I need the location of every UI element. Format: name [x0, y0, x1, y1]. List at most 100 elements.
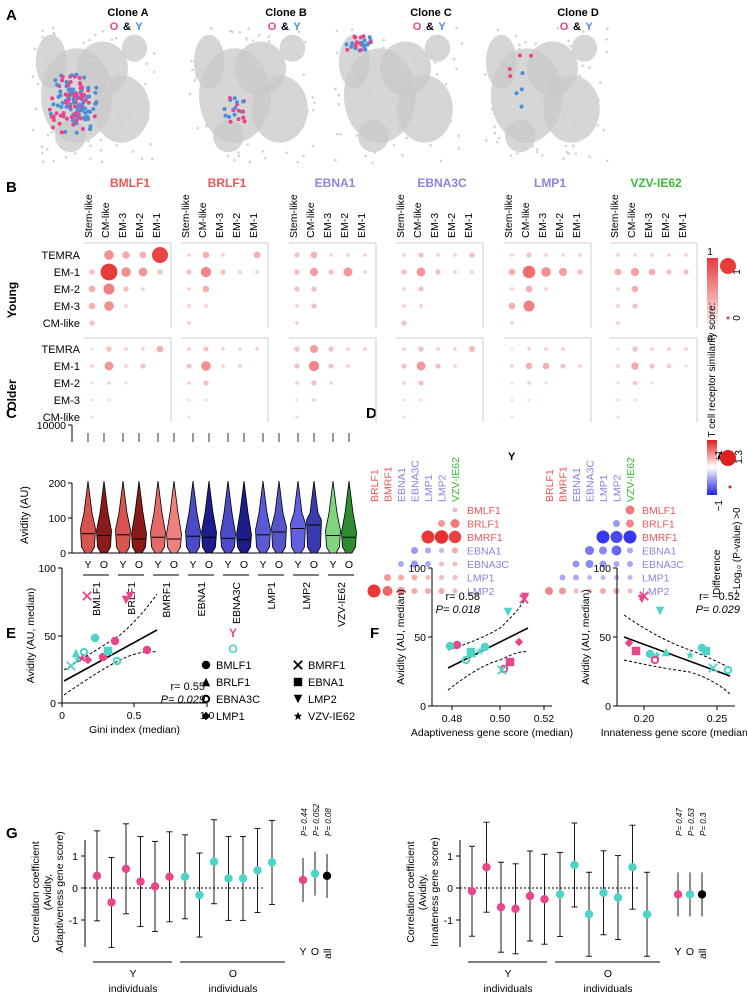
similarity-bubble — [329, 381, 333, 385]
point-ebna1 — [293, 677, 303, 687]
group-label: Y — [84, 559, 91, 571]
umap-point — [562, 115, 565, 118]
similarity-bubble — [90, 381, 94, 385]
summary-point — [322, 871, 332, 881]
clone-cell — [367, 35, 372, 40]
umap-point — [54, 67, 58, 71]
legend-young: Y — [585, 21, 593, 33]
umap-point — [582, 83, 586, 86]
similarity-bubble — [201, 361, 211, 371]
umap-point — [512, 91, 516, 95]
umap-point — [240, 56, 244, 60]
umap-point — [562, 157, 565, 160]
heatmap-bubble — [613, 520, 620, 527]
clone-cell — [529, 53, 534, 58]
umap-point — [535, 150, 539, 154]
umap-point — [73, 152, 77, 155]
y-axis-label: Avidity (AU, median) — [580, 589, 592, 685]
umap-point — [284, 132, 288, 135]
umap-point — [199, 67, 203, 71]
individual-older-point — [224, 874, 233, 883]
clone-cell — [234, 100, 239, 105]
similarity-bubble — [510, 364, 514, 368]
clone-cell — [363, 47, 368, 52]
column-label: CM-like — [520, 202, 532, 238]
group-label: O — [205, 559, 213, 571]
umap-point — [582, 30, 585, 33]
umap-point — [382, 38, 385, 42]
similarity-bubble — [88, 285, 96, 293]
umap-point — [518, 47, 521, 51]
similarity-bubble — [295, 398, 299, 402]
umap-point — [493, 131, 496, 135]
column-label: EM-1 — [677, 213, 689, 238]
umap-point — [382, 46, 385, 50]
umap-point — [346, 82, 350, 85]
similarity-bubble — [221, 347, 225, 351]
umap-point — [455, 67, 458, 71]
umap-point — [449, 119, 453, 123]
clone-cell — [93, 101, 98, 106]
legend-older: O — [228, 642, 237, 656]
umap-point — [48, 56, 51, 60]
similarity-bubble — [508, 268, 516, 276]
clone-cell — [80, 126, 85, 131]
legend-young: Y — [229, 626, 237, 640]
umap-point — [606, 27, 609, 30]
legend-antigen: VZV-IE62 — [308, 711, 355, 723]
antigen-title: BMLF1 — [110, 176, 150, 190]
point-lmp1 — [83, 655, 93, 665]
umap-point — [344, 46, 347, 49]
umap-point — [384, 65, 388, 68]
column-label: EM-3 — [117, 213, 129, 238]
similarity-bubble — [402, 347, 406, 351]
top-antigen-label: EBNA3C — [585, 460, 597, 502]
umap-point — [335, 29, 339, 33]
heatmap-bubble — [452, 588, 458, 594]
row-antigen-label: EBNA1 — [642, 546, 677, 558]
similarity-bubble — [650, 381, 654, 385]
clone-cell — [365, 42, 370, 47]
umap-point — [339, 133, 342, 136]
clone-cell — [227, 114, 232, 119]
umap-point — [116, 48, 120, 51]
legend-antigen: BMLF1 — [216, 660, 251, 672]
clone-cell — [63, 92, 68, 97]
heatmap-bubble — [559, 574, 566, 581]
heatmap-bubble — [627, 547, 633, 554]
y-tick-label: 100 — [593, 563, 611, 575]
antigen-title: EBNA1 — [315, 176, 356, 190]
point-bmrf1 — [66, 661, 76, 671]
antigen-title: VZV-IE62 — [630, 176, 682, 190]
y-tick-label: -1 — [444, 915, 453, 927]
clone-cell — [88, 109, 93, 114]
heatmap-bubble — [382, 586, 393, 596]
similarity-bubble — [221, 364, 225, 368]
clone-cell — [349, 44, 354, 49]
similarity-bubble — [616, 398, 620, 402]
umap-point — [584, 134, 587, 138]
umap-point — [94, 58, 98, 62]
similarity-bubble — [470, 270, 474, 274]
umap-point — [514, 34, 518, 38]
umap-point — [583, 129, 586, 133]
umap-point — [430, 35, 434, 39]
point-lmp1 — [201, 711, 211, 721]
similarity-bubble — [616, 364, 620, 368]
clone-cell — [74, 130, 79, 135]
clone-title: Clone C — [410, 7, 452, 19]
umap-point — [571, 144, 575, 148]
individual-young-point — [136, 877, 145, 886]
similarity-bubble — [402, 415, 406, 419]
umap-point — [408, 130, 411, 134]
umap-point — [340, 61, 344, 64]
point-lmp1 — [514, 637, 524, 647]
clone-cell — [64, 104, 69, 109]
umap-point — [439, 159, 443, 163]
similarity-bubble — [203, 346, 209, 352]
similarity-bubble — [561, 347, 565, 351]
legend-antigen: EBNA3C — [216, 694, 260, 706]
group-label: O — [275, 559, 283, 571]
heatmap-bubble — [450, 519, 460, 528]
umap-point — [435, 72, 439, 76]
